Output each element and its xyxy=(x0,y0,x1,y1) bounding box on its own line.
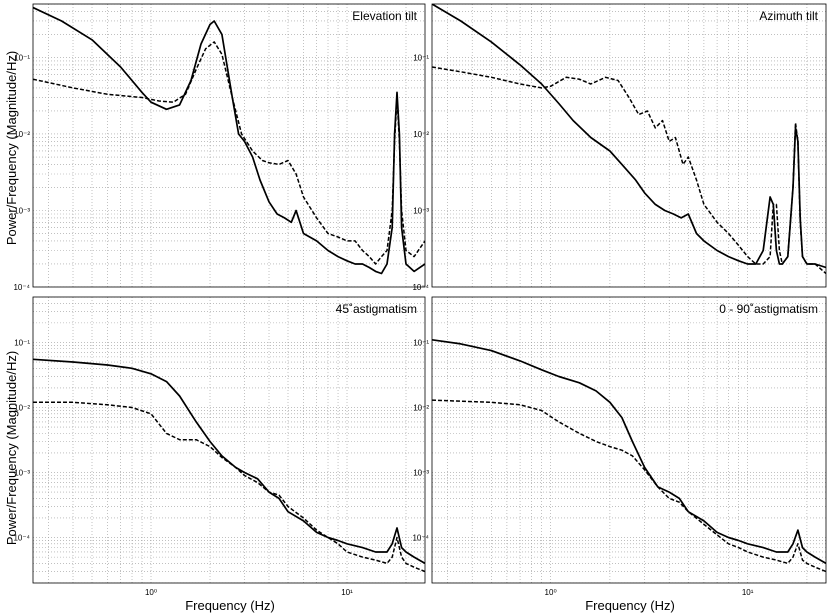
panel-title: 45˚astigmatism xyxy=(336,302,417,316)
y-axis-label-bottom: Power/Frequency (Magnitude/Hz) xyxy=(4,351,19,545)
x-axis-label-right: Frequency (Hz) xyxy=(585,598,675,613)
y-tick-label: 10⁻⁴ xyxy=(412,283,429,292)
series-dashed xyxy=(33,401,425,573)
panel-2: 10⁻⁴ 10⁻³ 10⁻² 10⁻¹ Azimuth tilt xyxy=(412,3,827,292)
y-tick-label: 10⁻³ xyxy=(413,206,429,215)
y-tick-label: 10⁻² xyxy=(413,130,429,139)
x-tick-label: 10⁰ xyxy=(145,588,157,597)
y-tick-label: 10⁻² xyxy=(14,403,30,412)
y-tick-label: 10⁻³ xyxy=(413,469,429,478)
y-tick-label: 10⁻³ xyxy=(14,206,30,215)
y-tick-label: 10⁻⁴ xyxy=(412,534,429,543)
y-tick-label: 10⁻⁴ xyxy=(13,534,30,543)
x-tick-label: 10¹ xyxy=(742,588,754,597)
x-axis-label-left: Frequency (Hz) xyxy=(185,598,275,613)
series-dashed xyxy=(432,399,826,573)
x-tick-label: 10⁰ xyxy=(545,588,557,597)
plot-frame xyxy=(431,296,827,584)
series-solid xyxy=(33,6,425,275)
y-axis-label-top: Power/Frequency (Magnitude/Hz) xyxy=(4,51,19,245)
plot-area xyxy=(432,297,826,583)
plot-area xyxy=(33,297,425,583)
y-tick-label: 10⁻⁴ xyxy=(13,283,30,292)
series-dashed xyxy=(432,66,826,275)
plot-area xyxy=(432,4,826,287)
series-dashed xyxy=(33,41,425,265)
y-tick-label: 10⁻¹ xyxy=(14,53,30,62)
panel-1: 10⁻⁴ 10⁻³ 10⁻² 10⁻¹ Elevation tilt xyxy=(13,3,426,292)
panel-title: 0 - 90˚astigmatism xyxy=(719,302,818,316)
panel-title: Azimuth tilt xyxy=(759,9,818,23)
grid xyxy=(432,4,826,287)
grid xyxy=(33,297,425,583)
series-solid xyxy=(432,338,826,565)
x-tick-label: 10¹ xyxy=(341,588,353,597)
panel-title: Elevation tilt xyxy=(352,9,417,23)
panel-3: 10⁻⁴ 10⁻³ 10⁻² 10⁻¹ 10⁰ 10¹ 45˚astigmatism xyxy=(13,296,426,597)
y-tick-label: 10⁻¹ xyxy=(413,53,429,62)
y-tick-label: 10⁻² xyxy=(413,403,429,412)
plot-area xyxy=(33,4,425,287)
series-solid xyxy=(432,4,826,269)
series-solid xyxy=(33,358,425,565)
plot-frame xyxy=(32,3,426,288)
plot-frame xyxy=(32,296,426,584)
y-tick-label: 10⁻¹ xyxy=(413,338,429,347)
y-tick-label: 10⁻² xyxy=(14,130,30,139)
y-tick-label: 10⁻¹ xyxy=(14,338,30,347)
plot-frame xyxy=(431,3,827,288)
y-tick-label: 10⁻³ xyxy=(14,469,30,478)
panel-4: 10⁻⁴ 10⁻³ 10⁻² 10⁻¹ 10⁰ 10¹ 0 - 90˚astigmatism xyxy=(412,296,827,597)
